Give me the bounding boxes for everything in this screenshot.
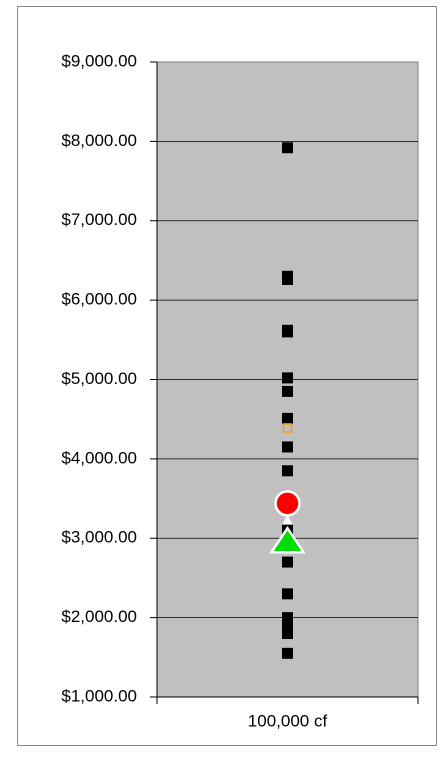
- point: [282, 465, 293, 477]
- point: [282, 514, 293, 524]
- point: [282, 326, 293, 338]
- point: [282, 441, 293, 453]
- point: [282, 556, 293, 568]
- point: [282, 142, 293, 154]
- point: [282, 385, 293, 397]
- y-tick-label: $5,000.00: [61, 369, 137, 388]
- y-tick-label: $9,000.00: [61, 51, 137, 70]
- point: [282, 647, 293, 659]
- point: [282, 588, 293, 600]
- point: [274, 490, 301, 517]
- point: [282, 628, 293, 639]
- y-tick-label: $2,000.00: [61, 607, 137, 626]
- x-tick-label: 100,000 cf: [248, 711, 328, 730]
- point: [282, 621, 293, 633]
- y-tick-label: $1,000.00: [61, 686, 137, 705]
- point: [282, 412, 293, 424]
- point: [282, 273, 293, 285]
- point: [282, 423, 293, 433]
- point: [269, 525, 306, 554]
- point: [282, 372, 293, 384]
- y-tick-label: $4,000.00: [61, 448, 137, 467]
- y-tick-label: $7,000.00: [61, 210, 137, 229]
- y-tick-label: $3,000.00: [61, 528, 137, 547]
- y-tick-label: $8,000.00: [61, 131, 137, 150]
- point: [282, 616, 293, 628]
- y-tick-label: $6,000.00: [61, 290, 137, 309]
